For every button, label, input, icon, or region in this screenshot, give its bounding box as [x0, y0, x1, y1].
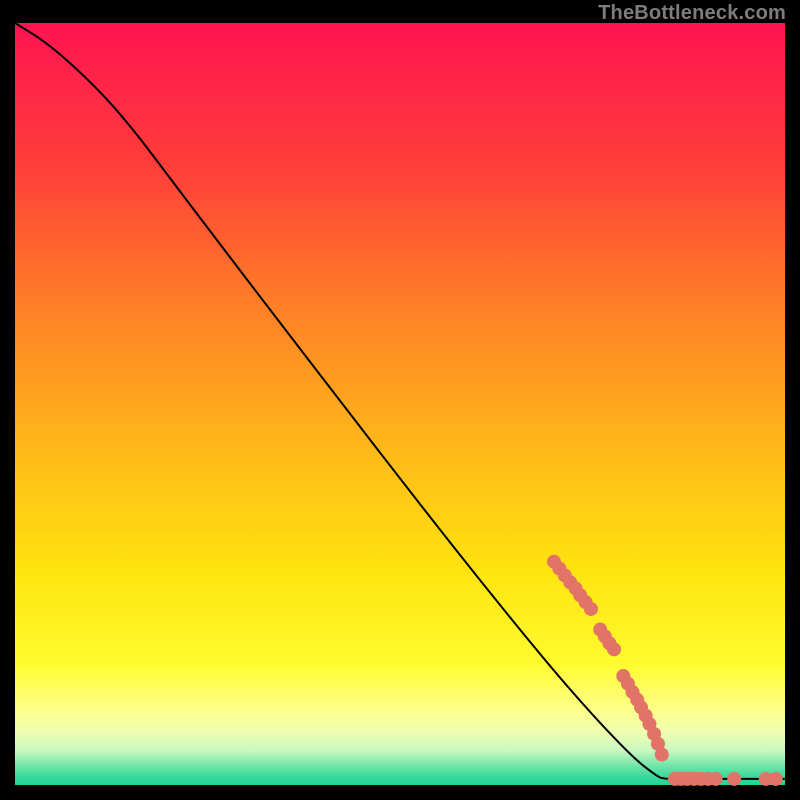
data-point	[728, 772, 741, 785]
data-point	[769, 772, 782, 785]
chart-root: TheBottleneck.com	[0, 0, 800, 800]
watermark-text: TheBottleneck.com	[598, 2, 786, 25]
data-point	[709, 772, 722, 785]
gradient-chart	[0, 0, 800, 800]
data-point	[584, 602, 597, 615]
data-point	[655, 748, 668, 761]
data-point	[608, 643, 621, 656]
plot-background	[15, 23, 785, 785]
